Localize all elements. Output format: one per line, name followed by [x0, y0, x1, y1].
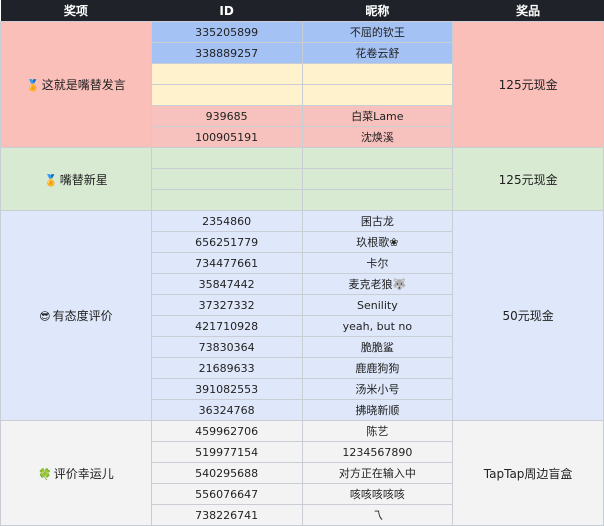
- user-nickname: 汤米小号: [301, 378, 454, 400]
- user-nickname: [301, 84, 454, 106]
- header-prize: 奖品: [452, 0, 604, 22]
- table-row: 100905191 沈焕溪: [1, 126, 604, 148]
- table-row: 734477661 卡尔: [1, 252, 604, 274]
- user-nickname: 沈焕溪: [301, 126, 454, 148]
- user-id: 421710928: [150, 315, 303, 337]
- award-cell: 😎 有态度评价: [0, 210, 152, 421]
- user-nickname: 麦克老狼🐺: [301, 273, 454, 295]
- user-id: [150, 63, 303, 85]
- user-nickname: 花卷云舒: [301, 42, 454, 64]
- user-nickname: 拂晓新顺: [301, 399, 454, 421]
- user-nickname: 乁: [301, 504, 454, 526]
- prize-cell: 50元现金: [452, 210, 604, 421]
- award-cell: 🏅 嘴替新星: [0, 147, 152, 211]
- table-row: 73830364 脆脆鲨: [1, 336, 604, 358]
- table-row: [1, 168, 604, 190]
- user-nickname: [301, 63, 454, 85]
- award-cell: 🍀 评价幸运儿: [0, 420, 152, 526]
- user-id: 73830364: [150, 336, 303, 358]
- user-id: 391082553: [150, 378, 303, 400]
- user-id: 37327332: [150, 294, 303, 316]
- header-row: 奖项 ID 昵称 奖品: [0, 0, 604, 22]
- four-leaf-clover-icon: 🍀: [38, 467, 52, 481]
- user-nickname: 囷古龙: [301, 210, 454, 232]
- user-nickname: 1234567890: [301, 441, 454, 463]
- table-row: 738226741 乁: [1, 504, 604, 526]
- table-row: 540295688 对方正在输入中: [1, 462, 604, 484]
- prize-cell: TapTap周边盲盒: [452, 420, 604, 526]
- user-nickname: 陈艺: [301, 420, 454, 442]
- user-id: 21689633: [150, 357, 303, 379]
- award-name: 这就是嘴替发言: [41, 78, 126, 92]
- user-nickname: 咳咳咳咳咳: [301, 483, 454, 505]
- table-row: 21689633 鹿鹿狗狗: [1, 357, 604, 379]
- user-nickname: 玖根歌❀: [301, 231, 454, 253]
- user-nickname: Senility: [301, 294, 454, 316]
- user-nickname: 卡尔: [301, 252, 454, 274]
- medal-icon: 🏅: [26, 79, 40, 92]
- award-name: 嘴替新星: [59, 172, 108, 187]
- user-id: 734477661: [150, 252, 303, 274]
- table-row: 🍀 评价幸运儿 459962706 陈艺 TapTap周边盲盒: [0, 420, 604, 526]
- user-id: 656251779: [150, 231, 303, 253]
- user-nickname: 鹿鹿狗狗: [301, 357, 454, 379]
- user-nickname: 白菜Lame: [301, 105, 454, 127]
- user-nickname: 脆脆鲨: [301, 336, 454, 358]
- table-row: 🏅 嘴替新星 125元现金: [0, 147, 604, 211]
- sunglasses-emoji-icon: 😎: [39, 310, 51, 323]
- table-row: 37327332 Senility: [1, 294, 604, 316]
- table-row: [1, 63, 604, 85]
- user-id: 540295688: [150, 462, 303, 484]
- user-id: [150, 168, 303, 190]
- user-id: 35847442: [150, 273, 303, 295]
- user-id: [150, 84, 303, 106]
- user-nickname: [301, 168, 454, 190]
- award-cell: 🏅 这就是嘴替发言: [0, 21, 152, 148]
- user-id: 939685: [150, 105, 303, 127]
- table-row: 391082553 汤米小号: [1, 378, 604, 400]
- user-nickname: 不屈的钦王: [301, 21, 454, 43]
- award-name: 评价幸运儿: [53, 466, 114, 481]
- table-row: 939685 白菜Lame: [1, 105, 604, 127]
- user-nickname: [301, 189, 454, 211]
- table-row: 36324768 拂晓新顺: [1, 399, 604, 421]
- table-row: 😎 有态度评价 2354860 囷古龙 50元现金: [0, 210, 604, 421]
- user-id: 459962706: [150, 420, 303, 442]
- table-row: 338889257 花卷云舒: [1, 42, 604, 64]
- user-id: 335205899: [150, 21, 303, 43]
- user-id: 738226741: [150, 504, 303, 526]
- user-nickname: 对方正在输入中: [301, 462, 454, 484]
- user-id: [150, 189, 303, 211]
- user-id: [150, 147, 303, 169]
- user-id: 100905191: [150, 126, 303, 148]
- prize-cell: 125元现金: [452, 21, 604, 148]
- medal-icon: 🏅: [44, 173, 58, 187]
- table-row: 421710928 yeah, but no: [1, 315, 604, 337]
- header-id: ID: [151, 0, 302, 22]
- table-row: [1, 189, 604, 211]
- user-id: 338889257: [150, 42, 303, 64]
- user-id: 36324768: [150, 399, 303, 421]
- user-id: 556076647: [150, 483, 303, 505]
- header-nickname: 昵称: [302, 0, 453, 22]
- user-nickname: yeah, but no: [301, 315, 454, 337]
- table-body: 🏅 这就是嘴替发言 335205899 不屈的钦王 125元现金 338889257 花卷云…: [0, 21, 604, 526]
- user-nickname: [301, 147, 454, 169]
- prize-cell: 125元现金: [452, 147, 604, 211]
- table-row: 556076647 咳咳咳咳咳: [1, 483, 604, 505]
- user-id: 519977154: [150, 441, 303, 463]
- user-id: 2354860: [150, 210, 303, 232]
- header-award: 奖项: [0, 0, 152, 22]
- table-row: 🏅 这就是嘴替发言 335205899 不屈的钦王 125元现金: [0, 21, 604, 148]
- table-row: 519977154 1234567890: [1, 441, 604, 463]
- award-name: 有态度评价: [52, 309, 113, 323]
